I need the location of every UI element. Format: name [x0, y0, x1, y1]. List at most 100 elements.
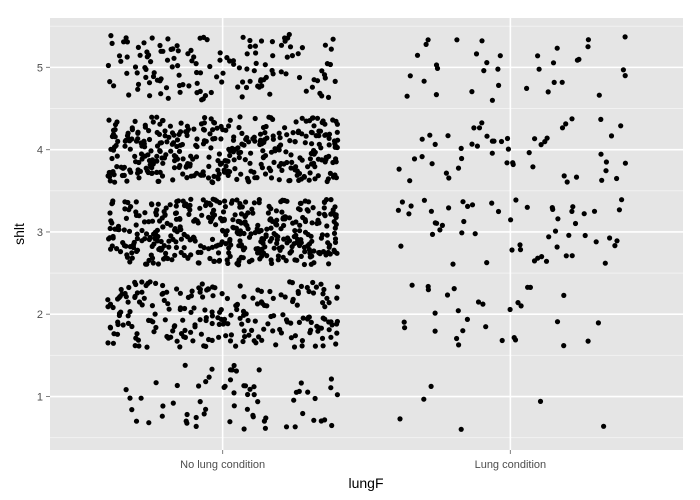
data-point — [286, 238, 293, 244]
data-point — [330, 159, 336, 166]
data-point — [283, 258, 289, 264]
data-point — [444, 292, 451, 298]
data-point — [288, 320, 294, 326]
data-point — [226, 146, 232, 152]
data-point — [172, 252, 178, 258]
data-point — [401, 319, 407, 325]
data-point — [310, 279, 316, 286]
data-point — [268, 313, 274, 320]
data-point — [484, 60, 490, 66]
data-point — [328, 334, 334, 340]
data-point — [295, 51, 301, 57]
data-point — [261, 326, 267, 332]
data-point — [225, 158, 231, 164]
data-point — [561, 343, 567, 349]
data-point — [325, 94, 332, 100]
data-point — [154, 158, 160, 164]
data-point — [221, 216, 227, 222]
data-point — [187, 207, 193, 213]
data-point — [399, 199, 405, 205]
data-point — [207, 131, 213, 137]
data-point — [135, 130, 141, 136]
data-point — [269, 67, 275, 74]
data-point — [267, 91, 273, 97]
data-point — [293, 219, 299, 225]
data-point — [262, 244, 268, 250]
data-point — [283, 317, 290, 323]
data-point — [197, 399, 203, 405]
data-point — [334, 392, 340, 398]
data-point — [164, 139, 170, 145]
data-point — [157, 121, 163, 127]
data-point — [153, 280, 159, 286]
data-point — [243, 199, 249, 205]
data-point — [108, 33, 114, 39]
data-point — [210, 293, 216, 299]
data-point — [231, 157, 237, 163]
data-point — [451, 286, 457, 292]
data-point — [214, 74, 220, 80]
data-point — [148, 148, 154, 154]
data-point — [122, 143, 128, 149]
data-point — [134, 331, 140, 337]
data-point — [328, 197, 334, 203]
data-point — [538, 142, 544, 148]
data-point — [185, 51, 191, 57]
data-point — [316, 133, 322, 139]
data-point — [157, 247, 164, 253]
data-point — [177, 224, 183, 230]
data-point — [535, 53, 541, 59]
data-point — [314, 115, 321, 121]
data-point — [298, 283, 304, 289]
data-point — [144, 261, 150, 267]
data-point — [112, 179, 118, 185]
data-point — [312, 176, 318, 182]
data-point — [283, 71, 289, 77]
data-point — [263, 233, 269, 239]
data-point — [476, 125, 483, 131]
data-point — [328, 376, 334, 382]
data-point — [275, 257, 281, 263]
data-point — [193, 61, 199, 67]
data-point — [227, 238, 233, 244]
data-point — [612, 243, 618, 249]
data-point — [137, 52, 143, 58]
data-point — [168, 222, 174, 228]
data-point — [239, 94, 245, 100]
data-point — [200, 96, 206, 102]
data-point — [187, 202, 193, 208]
data-point — [445, 133, 451, 139]
data-point — [170, 400, 176, 406]
data-point — [469, 202, 476, 208]
data-point — [318, 281, 324, 287]
data-point — [585, 338, 591, 344]
data-point — [132, 118, 138, 124]
data-point — [429, 231, 436, 237]
data-point — [307, 156, 313, 162]
data-point — [459, 230, 465, 236]
data-point — [224, 55, 230, 61]
points-layer — [105, 31, 629, 432]
data-point — [262, 425, 268, 431]
data-point — [245, 317, 251, 324]
data-point — [187, 237, 193, 243]
data-point — [191, 305, 197, 311]
data-point — [237, 242, 243, 248]
data-point — [561, 292, 567, 298]
data-point — [199, 212, 205, 218]
data-point — [126, 207, 132, 213]
data-point — [107, 225, 113, 232]
data-point — [308, 150, 314, 157]
data-point — [114, 164, 120, 170]
data-point — [171, 55, 177, 61]
data-point — [155, 201, 161, 207]
data-point — [240, 338, 246, 345]
data-point — [233, 146, 239, 152]
data-point — [210, 179, 216, 186]
data-point — [267, 217, 273, 223]
data-point — [319, 68, 325, 74]
data-point — [278, 42, 285, 48]
data-point — [157, 42, 163, 49]
data-point — [172, 158, 178, 164]
data-point — [160, 117, 166, 124]
